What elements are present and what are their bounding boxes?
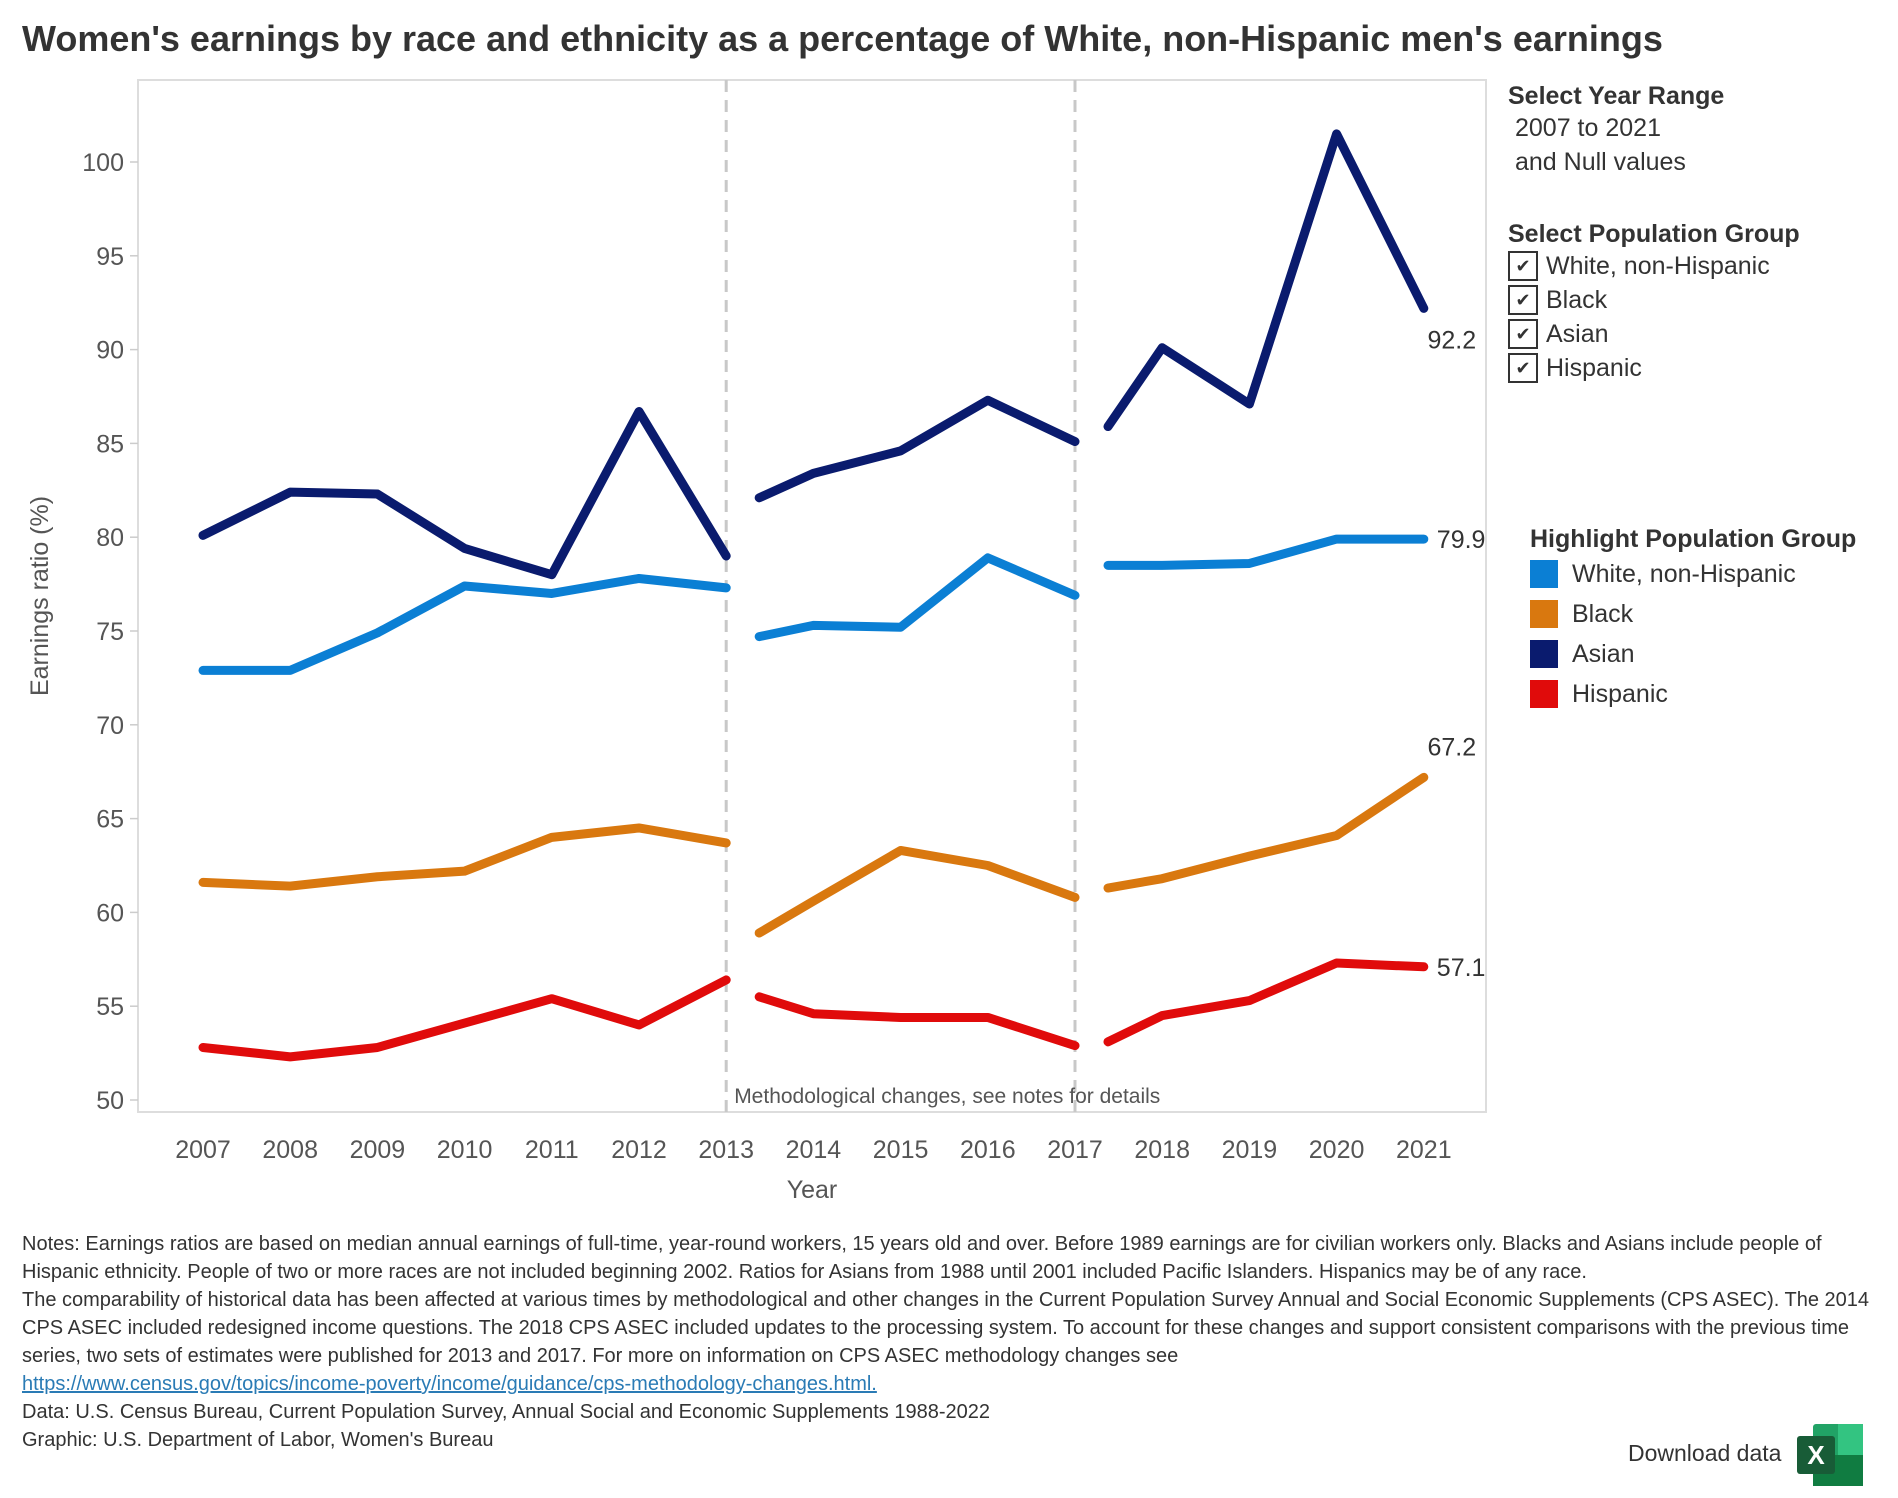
x-tick-label: 2013 xyxy=(698,1136,754,1164)
y-tick-label: 55 xyxy=(96,993,124,1021)
legend-swatch-white xyxy=(1530,560,1558,588)
legend-item-white[interactable]: White, non-Hispanic xyxy=(1530,554,1856,594)
highlight-legend: Highlight Population Group White, non-Hi… xyxy=(1530,525,1856,714)
year-range-value[interactable]: 2007 to 2021 xyxy=(1515,114,1661,142)
population-group-heading: Select Population Group xyxy=(1508,220,1800,248)
x-tick-label: 2015 xyxy=(873,1136,929,1164)
series-line-white xyxy=(1103,534,1429,570)
x-tick-label: 2010 xyxy=(437,1136,493,1164)
checkbox-hispanic[interactable]: ✔ xyxy=(1508,353,1538,383)
year-range-filter[interactable]: Select Year Range 2007 to 2021 and Null … xyxy=(1508,82,1724,179)
end-label-hispanic: 57.1 xyxy=(1437,954,1486,982)
legend-label-black: Black xyxy=(1572,600,1634,628)
end-label-black: 67.2 xyxy=(1427,733,1476,761)
end-labels: 79.9 67.2 57.1 92.2 xyxy=(1427,326,1485,981)
filter-item-white[interactable]: ✔ White, non-Hispanic xyxy=(1508,249,1800,283)
x-tick-label: 2011 xyxy=(525,1136,579,1164)
notes-paragraph-1: Notes: Earnings ratios are based on medi… xyxy=(22,1233,1822,1283)
series-line-asian xyxy=(198,407,731,580)
y-tick-label: 65 xyxy=(96,806,124,834)
filter-label-white: White, non-Hispanic xyxy=(1546,252,1770,280)
filter-item-hispanic[interactable]: ✔ Hispanic xyxy=(1508,351,1800,385)
methodology-link[interactable]: https://www.census.gov/topics/income-pov… xyxy=(22,1373,877,1395)
chart-notes: Notes: Earnings ratios are based on medi… xyxy=(22,1230,1882,1454)
y-tick-label: 50 xyxy=(96,1087,124,1115)
x-tick-label: 2016 xyxy=(960,1136,1016,1164)
y-tick-label: 95 xyxy=(96,243,124,271)
graphic-source: Graphic: U.S. Department of Labor, Women… xyxy=(22,1429,494,1451)
methodology-annotation: Methodological changes, see notes for de… xyxy=(734,1085,1160,1108)
year-range-heading: Select Year Range xyxy=(1508,82,1725,110)
x-axis-title: Year xyxy=(787,1176,838,1204)
series-line-black xyxy=(198,823,731,891)
data-source: Data: U.S. Census Bureau, Current Popula… xyxy=(22,1401,990,1423)
series-line-hispanic xyxy=(1103,958,1429,1047)
legend-label-white: White, non-Hispanic xyxy=(1572,560,1796,588)
filter-label-black: Black xyxy=(1546,286,1608,314)
end-label-white: 79.9 xyxy=(1437,526,1486,554)
y-tick-label: 90 xyxy=(96,337,124,365)
x-tick-label: 2021 xyxy=(1396,1136,1452,1164)
legend-item-asian[interactable]: Asian xyxy=(1530,634,1856,674)
filter-label-asian: Asian xyxy=(1546,320,1609,348)
x-tick-label: 2019 xyxy=(1222,1136,1278,1164)
population-group-filter: Select Population Group ✔ White, non-His… xyxy=(1508,220,1800,385)
series-lines xyxy=(198,129,1429,1062)
x-tick-label: 2020 xyxy=(1309,1136,1365,1164)
y-tick-label: 80 xyxy=(96,524,124,552)
legend-swatch-hispanic xyxy=(1530,680,1558,708)
filter-item-black[interactable]: ✔ Black xyxy=(1508,283,1800,317)
series-line-hispanic xyxy=(198,975,731,1062)
filter-item-asian[interactable]: ✔ Asian xyxy=(1508,317,1800,351)
series-line-white xyxy=(198,573,731,675)
series-line-asian xyxy=(754,395,1080,503)
y-tick-label: 100 xyxy=(82,149,124,177)
filter-label-hispanic: Hispanic xyxy=(1546,354,1642,382)
legend-item-black[interactable]: Black xyxy=(1530,594,1856,634)
excel-icon[interactable]: X xyxy=(1795,1422,1865,1488)
series-line-hispanic xyxy=(754,992,1080,1051)
legend-swatch-asian xyxy=(1530,640,1558,668)
series-line-black xyxy=(754,845,1080,938)
notes-paragraph-2: The comparability of historical data has… xyxy=(22,1289,1869,1367)
y-tick-label: 75 xyxy=(96,618,124,646)
y-tick-label: 85 xyxy=(96,430,124,458)
x-tick-label: 2009 xyxy=(350,1136,406,1164)
legend-swatch-black xyxy=(1530,600,1558,628)
series-line-white xyxy=(754,553,1080,642)
legend-label-asian: Asian xyxy=(1572,640,1635,668)
legend-label-hispanic: Hispanic xyxy=(1572,680,1668,708)
series-line-asian xyxy=(1103,129,1429,432)
excel-icon-letter: X xyxy=(1807,1440,1825,1470)
series-line-black xyxy=(1103,772,1429,893)
checkbox-white[interactable]: ✔ xyxy=(1508,251,1538,281)
x-tick-label: 2007 xyxy=(175,1136,231,1164)
line-chart: 50 55 60 65 70 75 80 85 90 95 100 2007 2008 2009 2010 2… xyxy=(26,79,1487,1204)
x-tick-label: 2014 xyxy=(786,1136,842,1164)
checkbox-asian[interactable]: ✔ xyxy=(1508,319,1538,349)
y-tick-label: 60 xyxy=(96,899,124,927)
plot-frame xyxy=(137,79,1487,1113)
highlight-heading: Highlight Population Group xyxy=(1530,525,1857,553)
x-tick-label: 2008 xyxy=(262,1136,318,1164)
download-data-button[interactable]: Download data xyxy=(1628,1440,1782,1466)
legend-item-hispanic[interactable]: Hispanic xyxy=(1530,674,1856,714)
x-tick-label: 2018 xyxy=(1134,1136,1190,1164)
checkbox-black[interactable]: ✔ xyxy=(1508,285,1538,315)
y-axis-title: Earnings ratio (%) xyxy=(26,496,54,696)
end-label-asian: 92.2 xyxy=(1427,326,1476,354)
axes: 50 55 60 65 70 75 80 85 90 95 100 2007 2008 2009 2010 2… xyxy=(26,79,1487,1204)
y-tick-label: 70 xyxy=(96,712,124,740)
x-tick-label: 2017 xyxy=(1047,1136,1103,1164)
x-tick-label: 2012 xyxy=(611,1136,667,1164)
year-range-null-option[interactable]: and Null values xyxy=(1515,148,1686,176)
chart-title: Women's earnings by race and ethnicity a… xyxy=(22,18,1663,59)
